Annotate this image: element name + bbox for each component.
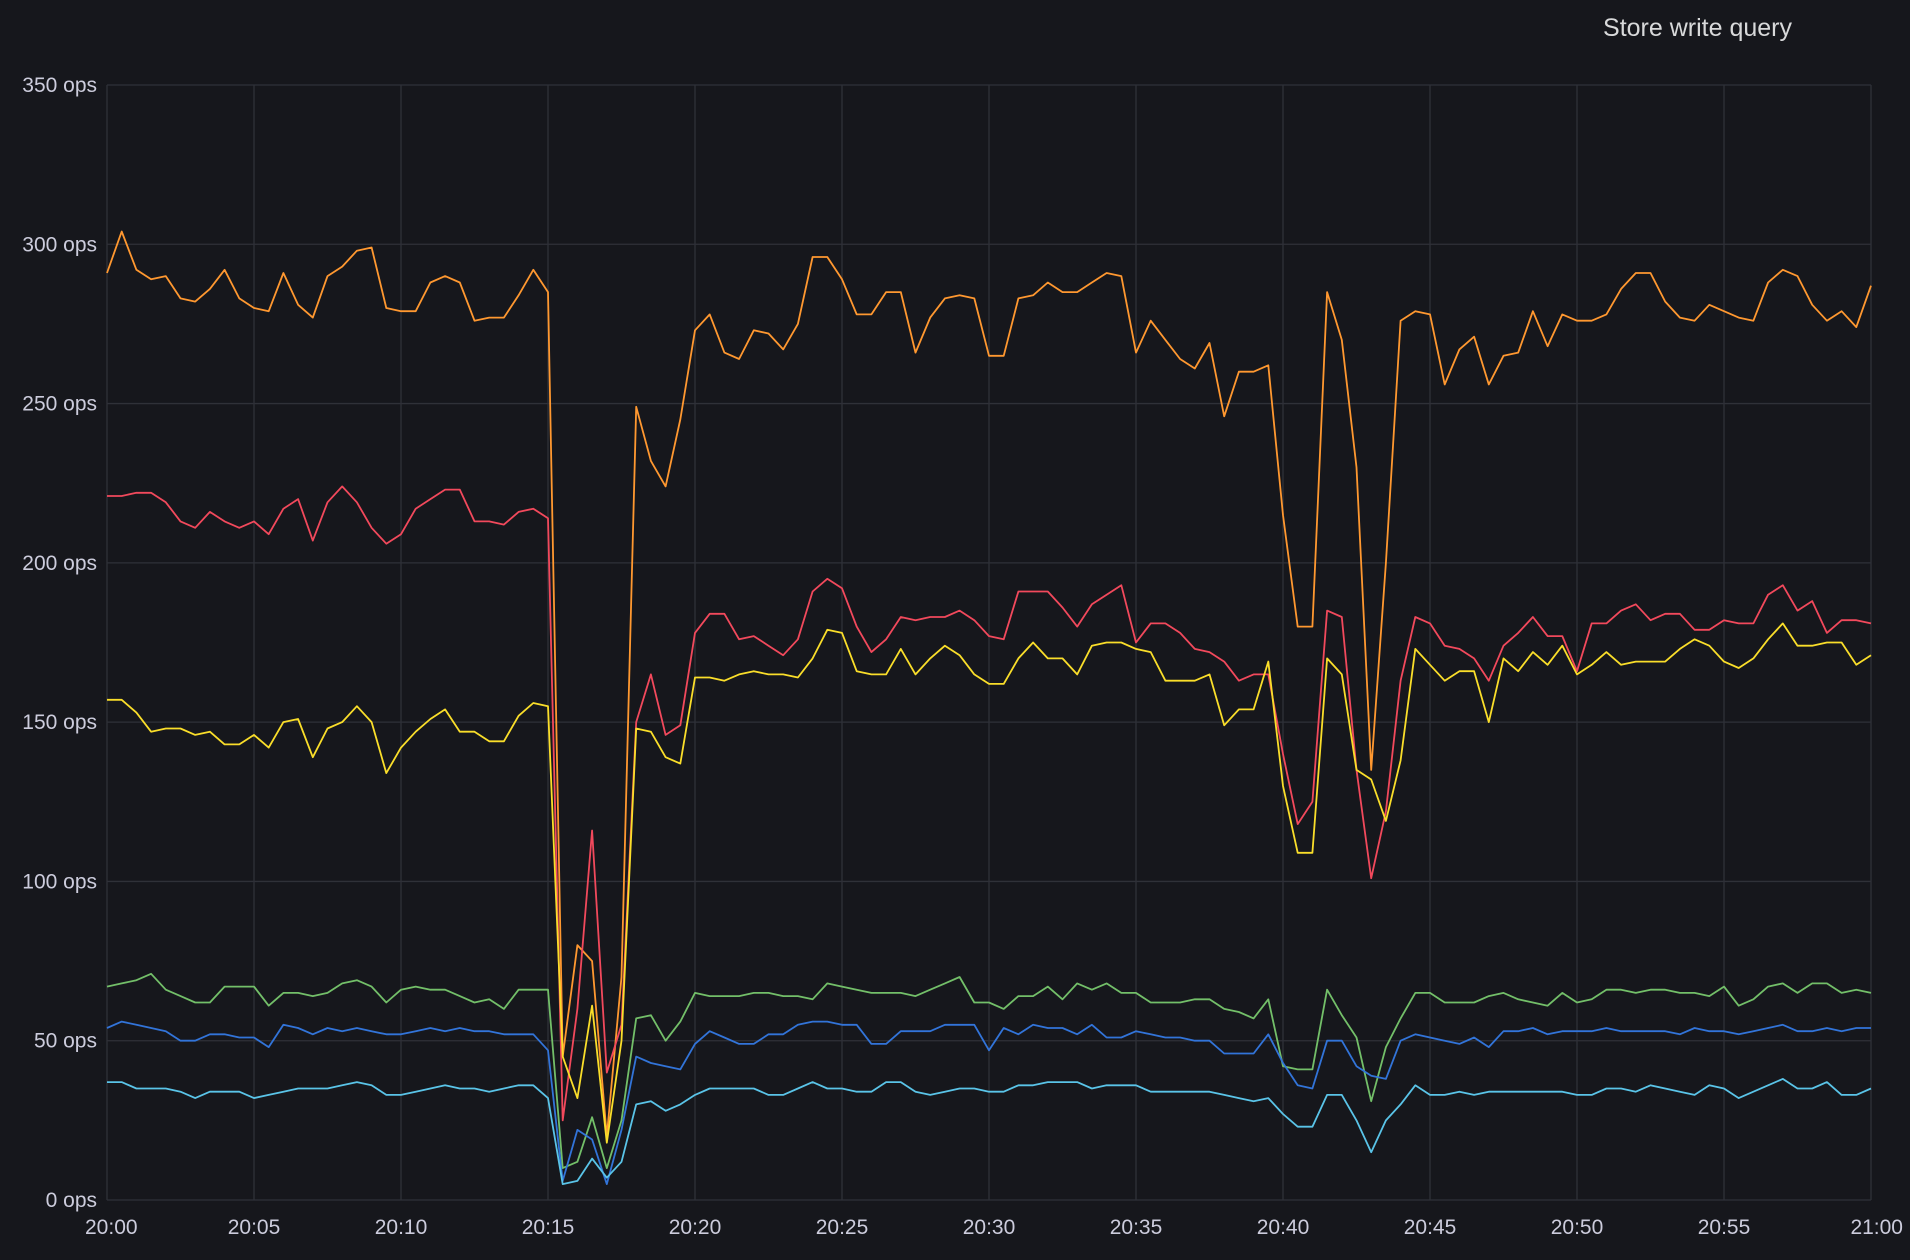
x-tick-label: 20:45 (1404, 1216, 1457, 1239)
x-tick-label: 20:20 (669, 1216, 722, 1239)
x-tick-label: 20:35 (1110, 1216, 1163, 1239)
y-tick-label: 350 ops (22, 74, 97, 97)
series-line-3[interactable] (107, 622, 1872, 1144)
series-group (106, 230, 1872, 1185)
x-tick-label: 21:00 (1850, 1216, 1903, 1239)
y-tick-label: 150 ops (22, 711, 97, 734)
x-tick-label: 20:50 (1551, 1216, 1604, 1239)
series-line-4[interactable] (106, 972, 1872, 1169)
chart-grid (106, 84, 1872, 1201)
y-axis: 0 ops 50 ops 100 ops 150 ops 200 ops 250 ops 3… (22, 74, 97, 1212)
x-tick-label: 20:00 (85, 1216, 138, 1239)
x-tick-label: 20:15 (522, 1216, 575, 1239)
y-tick-label: 100 ops (22, 870, 97, 893)
x-tick-label: 20:25 (816, 1216, 869, 1239)
y-tick-label: 200 ops (22, 552, 97, 575)
x-tick-label: 20:30 (963, 1216, 1016, 1239)
x-axis: 20:00 20:05 20:10 20:15 20:20 20:25 20:30 20:35… (85, 1216, 1903, 1239)
series-line-1[interactable] (106, 230, 1872, 1138)
x-tick-label: 20:40 (1257, 1216, 1310, 1239)
y-tick-label: 250 ops (22, 393, 97, 416)
y-tick-label: 50 ops (34, 1030, 97, 1053)
y-tick-label: 300 ops (22, 233, 97, 256)
series-line-5[interactable] (106, 1020, 1871, 1185)
series-line-6[interactable] (107, 1078, 1872, 1185)
panel-title[interactable]: Store write query (1603, 14, 1792, 42)
y-tick-label: 0 ops (46, 1189, 97, 1212)
series-line-2[interactable] (107, 485, 1872, 1122)
x-tick-label: 20:05 (228, 1216, 281, 1239)
x-tick-label: 20:55 (1698, 1216, 1751, 1239)
x-tick-label: 20:10 (375, 1216, 428, 1239)
